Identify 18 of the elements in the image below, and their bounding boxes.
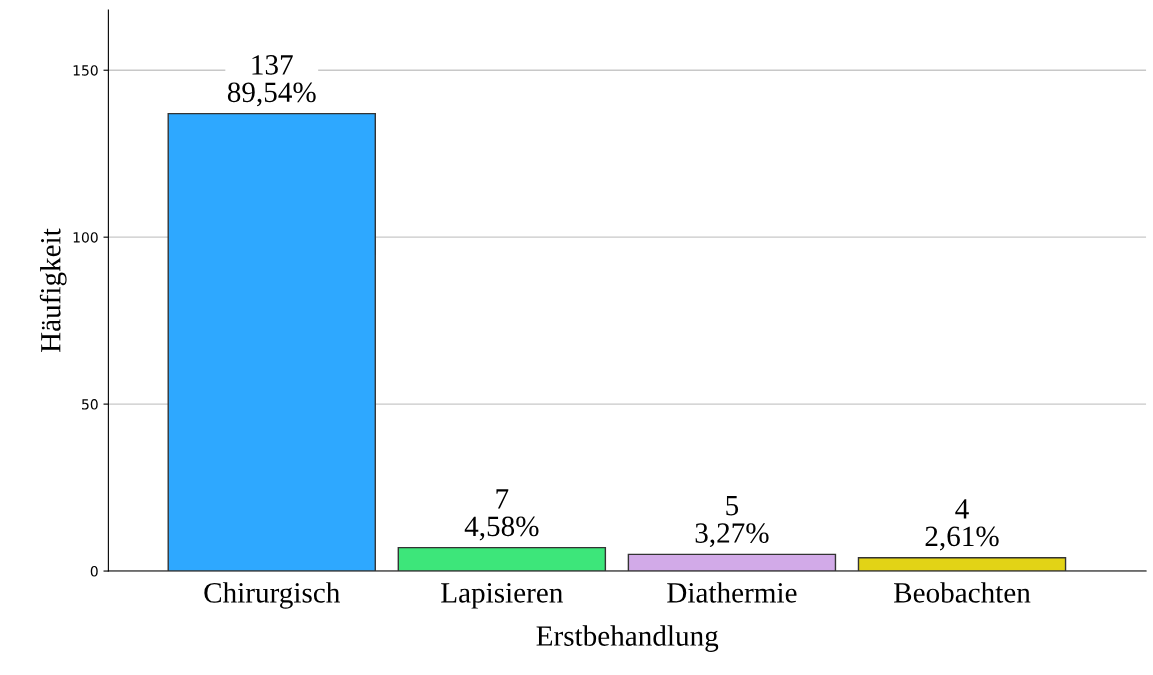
y-axis-title: Häufigkeit <box>39 228 67 353</box>
data-label: 7 4,58% <box>464 489 539 541</box>
x-axis-title: Erstbehandlung <box>536 625 719 652</box>
bar <box>397 546 607 572</box>
x-tick-label: Chirurgisch <box>204 582 340 609</box>
data-label: 137 89,54% <box>227 55 316 107</box>
bar <box>857 556 1067 572</box>
y-tick-label: 150 <box>73 65 98 76</box>
y-tick-label: 50 <box>82 399 98 410</box>
y-tick-label: 0 <box>90 566 98 577</box>
x-tick-label: Lapisieren <box>441 583 563 609</box>
x-tick-label: Beobachten <box>894 582 1031 603</box>
data-label: 4 2,61% <box>925 499 999 551</box>
data-label: 5 3,27% <box>695 496 769 548</box>
bar <box>167 112 376 572</box>
y-tick-label: 100 <box>73 232 98 243</box>
x-tick-label: Diathermie <box>667 582 797 603</box>
bar <box>627 553 837 572</box>
